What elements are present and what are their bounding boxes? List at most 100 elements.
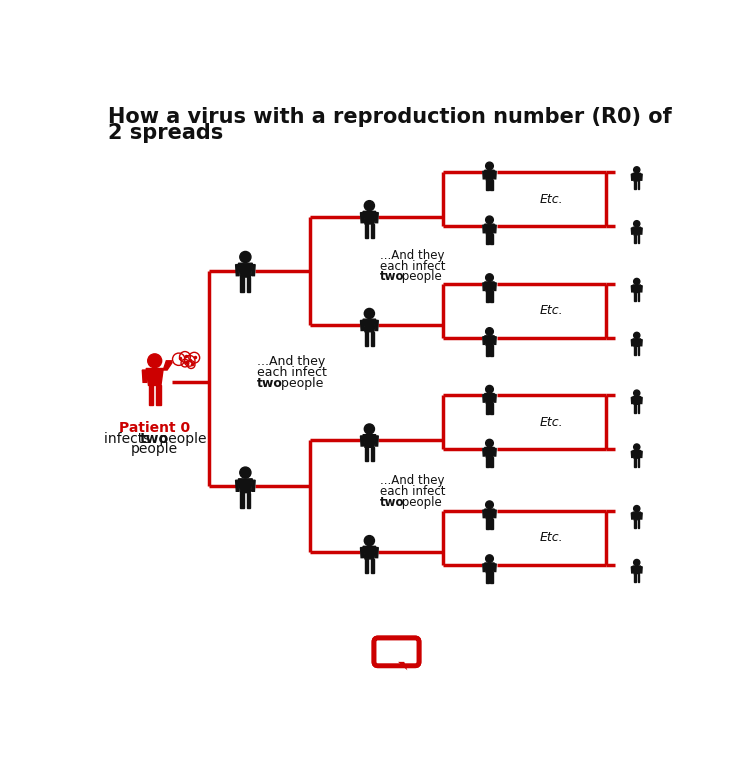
Text: two: two (380, 271, 405, 283)
Polygon shape (633, 227, 641, 235)
Polygon shape (146, 368, 163, 385)
Polygon shape (483, 337, 485, 345)
Text: each infect: each infect (257, 366, 327, 379)
Polygon shape (486, 292, 489, 302)
Text: 2 spreads: 2 spreads (109, 123, 223, 143)
Circle shape (240, 467, 251, 478)
Polygon shape (640, 285, 642, 292)
Text: infects: infects (104, 431, 155, 445)
Polygon shape (485, 224, 495, 234)
Text: Etc.: Etc. (540, 193, 563, 206)
Polygon shape (640, 567, 642, 573)
Polygon shape (486, 457, 489, 467)
Text: How a virus with a reproduction number (R0) of: How a virus with a reproduction number (… (109, 107, 672, 126)
Circle shape (364, 308, 375, 318)
Polygon shape (375, 321, 379, 331)
Text: two: two (380, 495, 405, 509)
Polygon shape (483, 564, 485, 572)
Text: two: two (257, 377, 283, 390)
Text: Etc.: Etc. (540, 531, 563, 544)
Text: each infect: each infect (380, 260, 446, 272)
Polygon shape (631, 339, 633, 346)
Polygon shape (486, 519, 489, 529)
Text: ...And they: ...And they (380, 474, 445, 487)
Polygon shape (633, 512, 641, 519)
Circle shape (633, 278, 640, 285)
Polygon shape (490, 519, 493, 529)
Text: Etc.: Etc. (540, 304, 563, 317)
Polygon shape (494, 171, 496, 179)
Circle shape (187, 361, 195, 368)
Circle shape (181, 360, 188, 367)
Circle shape (364, 200, 375, 211)
Polygon shape (633, 173, 641, 181)
Polygon shape (247, 277, 250, 292)
Polygon shape (634, 181, 636, 190)
Text: people: people (131, 441, 178, 456)
Polygon shape (371, 447, 374, 461)
Text: ...And they: ...And they (257, 355, 325, 368)
Polygon shape (252, 264, 255, 275)
Polygon shape (360, 436, 363, 446)
Circle shape (188, 353, 200, 363)
Polygon shape (486, 234, 489, 244)
Polygon shape (490, 346, 493, 356)
Polygon shape (634, 292, 636, 301)
Polygon shape (241, 277, 244, 292)
Polygon shape (490, 234, 493, 244)
Circle shape (633, 559, 640, 566)
Polygon shape (360, 213, 363, 223)
Text: each infect: each infect (380, 485, 446, 498)
Polygon shape (238, 479, 253, 493)
Polygon shape (235, 264, 239, 275)
Polygon shape (633, 285, 641, 292)
Polygon shape (634, 404, 636, 413)
Circle shape (633, 390, 640, 396)
Polygon shape (365, 224, 368, 238)
Polygon shape (631, 513, 633, 519)
Polygon shape (398, 662, 407, 670)
Polygon shape (483, 510, 485, 518)
Circle shape (173, 353, 185, 365)
Polygon shape (485, 394, 495, 403)
Text: people: people (398, 495, 442, 509)
Polygon shape (640, 397, 642, 403)
Polygon shape (485, 336, 495, 346)
Polygon shape (634, 574, 636, 582)
Polygon shape (494, 337, 496, 345)
Text: people: people (398, 271, 442, 283)
Polygon shape (490, 457, 493, 467)
Polygon shape (149, 385, 153, 405)
Polygon shape (365, 447, 368, 461)
Polygon shape (638, 181, 639, 190)
Polygon shape (638, 404, 639, 413)
Polygon shape (375, 548, 379, 558)
Polygon shape (483, 225, 485, 232)
Polygon shape (633, 339, 641, 346)
Polygon shape (485, 563, 495, 573)
Circle shape (148, 354, 161, 367)
Polygon shape (485, 509, 495, 519)
Polygon shape (631, 174, 633, 180)
Polygon shape (485, 282, 495, 292)
Polygon shape (485, 448, 495, 457)
Polygon shape (483, 448, 485, 456)
Polygon shape (486, 403, 489, 413)
Polygon shape (365, 332, 368, 346)
FancyBboxPatch shape (374, 638, 419, 665)
Polygon shape (633, 566, 641, 574)
Polygon shape (486, 573, 489, 583)
Polygon shape (633, 451, 641, 458)
Polygon shape (631, 285, 633, 292)
Polygon shape (638, 235, 639, 243)
Text: Patient 0: Patient 0 (119, 421, 190, 435)
Polygon shape (638, 574, 639, 582)
Polygon shape (371, 332, 374, 346)
Circle shape (486, 216, 493, 224)
Circle shape (184, 356, 195, 366)
Polygon shape (634, 235, 636, 243)
Polygon shape (143, 370, 147, 382)
Polygon shape (633, 396, 641, 404)
Polygon shape (238, 263, 253, 277)
Text: people: people (277, 377, 323, 390)
